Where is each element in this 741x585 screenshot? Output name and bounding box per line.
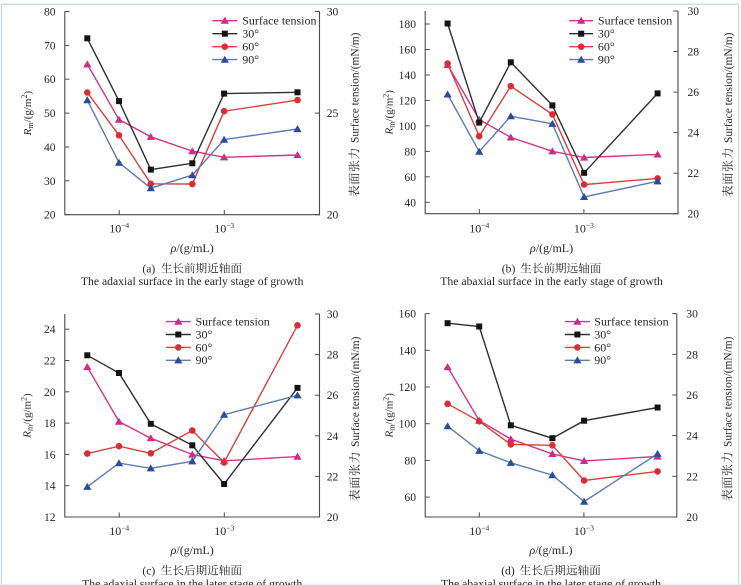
svg-text:Surface tension: Surface tension [598,14,672,28]
svg-text:20: 20 [327,511,339,524]
svg-text:100: 100 [399,120,417,133]
svg-text:Surface tension: Surface tension [242,14,316,28]
svg-text:14: 14 [44,480,56,493]
svg-text:ρ/(g/mL): ρ/(g/mL) [528,543,572,557]
svg-text:50: 50 [44,107,56,120]
svg-text:(b): (b) [502,262,518,275]
svg-text:140: 140 [399,344,417,357]
svg-text:Rm/(g/m2): Rm/(g/m2) [19,393,34,439]
svg-text:26: 26 [327,389,339,402]
svg-text:160: 160 [399,44,417,57]
svg-text:80: 80 [404,454,416,467]
svg-text:60°: 60° [242,40,259,54]
svg-text:80: 80 [44,6,56,19]
svg-text:28: 28 [688,46,700,59]
svg-text:The abaxial surface in the lat: The abaxial surface in the later stage o… [441,577,661,585]
svg-text:Rm/(g/m2): Rm/(g/m2) [20,91,35,137]
svg-text:60°: 60° [196,340,213,354]
svg-text:The abaxial surface in the ear: The abaxial surface in the early stage o… [440,275,663,288]
svg-text:Surface tension/(mN/m): Surface tension/(mN/m) [350,32,362,143]
svg-text:24: 24 [686,430,698,443]
svg-text:40: 40 [404,196,416,209]
svg-text:120: 120 [399,381,417,394]
svg-text:80: 80 [404,145,416,158]
svg-text:30: 30 [44,175,56,188]
svg-text:Surface tension/(mN/m): Surface tension/(mN/m) [350,336,362,447]
svg-text:The adaxial surface in the ear: The adaxial surface in the early stage o… [81,275,304,288]
svg-text:60°: 60° [594,340,611,354]
svg-text:28: 28 [327,349,339,362]
svg-text:22: 22 [688,167,700,180]
svg-text:Surface tension/(mN/m): Surface tension/(mN/m) [723,336,735,447]
svg-text:ρ/(g/mL): ρ/(g/mL) [170,543,214,557]
svg-text:Surface tension/(mN/m): Surface tension/(mN/m) [723,32,735,143]
svg-text:22: 22 [327,470,339,483]
svg-text:120: 120 [399,94,417,107]
svg-text:(d): (d) [501,565,517,578]
svg-text:16: 16 [44,448,56,461]
svg-text:Rm/(g/m2): Rm/(g/m2) [382,393,397,439]
svg-text:26: 26 [688,86,700,99]
svg-text:70: 70 [44,39,56,52]
svg-text:30°: 30° [598,27,615,41]
svg-text:Rm/(g/m2): Rm/(g/m2) [382,90,397,136]
svg-text:12: 12 [44,511,56,524]
svg-text:90°: 90° [594,353,611,367]
svg-text:160: 160 [399,308,417,321]
svg-text:22: 22 [44,355,56,368]
svg-text:24: 24 [44,323,56,336]
svg-text:Surface tension: Surface tension [196,315,270,329]
svg-text:100: 100 [399,418,417,431]
svg-text:60: 60 [44,73,56,86]
svg-text:60: 60 [404,171,416,184]
svg-text:30: 30 [686,308,698,321]
svg-text:20: 20 [327,209,339,222]
svg-text:30°: 30° [196,327,213,341]
svg-text:30°: 30° [594,327,611,341]
svg-text:20: 20 [686,511,698,524]
svg-text:Surface tension: Surface tension [594,315,668,329]
svg-text:ρ/(g/mL): ρ/(g/mL) [529,241,573,255]
svg-text:20: 20 [44,209,56,222]
svg-text:25: 25 [327,107,339,120]
svg-text:30: 30 [327,6,339,19]
svg-text:60°: 60° [598,40,615,54]
svg-text:18: 18 [44,417,56,430]
svg-text:(a): (a) [142,262,158,275]
svg-text:90°: 90° [242,53,259,67]
svg-text:90°: 90° [196,353,213,367]
svg-text:28: 28 [686,348,698,361]
svg-text:20: 20 [44,386,56,399]
svg-text:140: 140 [399,69,417,82]
svg-text:26: 26 [686,389,698,402]
svg-text:30: 30 [688,5,700,18]
svg-text:(c): (c) [142,565,158,578]
svg-text:The adaxial surface in the lat: The adaxial surface in the later stage o… [82,577,302,585]
svg-text:60: 60 [404,491,416,504]
svg-text:30°: 30° [242,27,259,41]
svg-text:90°: 90° [598,53,615,67]
svg-text:22: 22 [686,470,698,483]
svg-text:24: 24 [327,430,339,443]
svg-text:24: 24 [688,127,700,140]
svg-text:40: 40 [44,141,56,154]
svg-text:20: 20 [688,208,700,221]
svg-text:30: 30 [327,308,339,321]
svg-text:180: 180 [399,18,417,31]
svg-text:ρ/(g/mL): ρ/(g/mL) [170,241,214,255]
